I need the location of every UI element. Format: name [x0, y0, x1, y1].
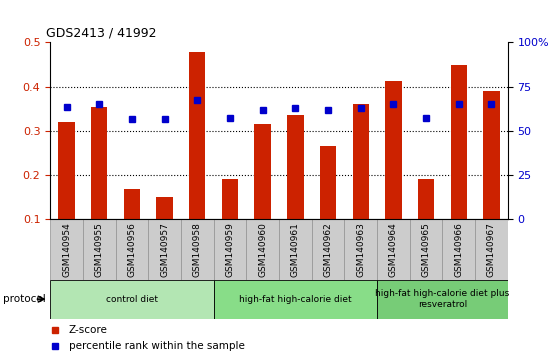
- Text: GSM140963: GSM140963: [356, 222, 365, 278]
- Text: GSM140956: GSM140956: [127, 222, 136, 278]
- Text: GSM140957: GSM140957: [160, 222, 169, 278]
- Bar: [189, 52, 205, 219]
- Bar: [483, 91, 499, 219]
- Bar: [181, 219, 214, 280]
- Bar: [418, 179, 434, 219]
- Text: high-fat high-calorie diet: high-fat high-calorie diet: [239, 295, 352, 304]
- Bar: [377, 219, 410, 280]
- FancyBboxPatch shape: [377, 280, 508, 319]
- Bar: [451, 65, 467, 219]
- Bar: [320, 145, 336, 219]
- Bar: [50, 219, 508, 280]
- Bar: [353, 104, 369, 219]
- Bar: [254, 124, 271, 219]
- Text: GSM140962: GSM140962: [324, 222, 333, 277]
- Text: Z-score: Z-score: [69, 325, 107, 335]
- Text: control diet: control diet: [106, 295, 158, 304]
- Text: protocol: protocol: [3, 294, 46, 304]
- Bar: [124, 188, 140, 219]
- Bar: [59, 122, 75, 219]
- Text: GSM140960: GSM140960: [258, 222, 267, 278]
- Text: GSM140955: GSM140955: [95, 222, 104, 278]
- Bar: [312, 219, 344, 280]
- Bar: [246, 219, 279, 280]
- Bar: [222, 179, 238, 219]
- Bar: [385, 81, 402, 219]
- Bar: [344, 219, 377, 280]
- Bar: [279, 219, 312, 280]
- Bar: [116, 219, 148, 280]
- FancyBboxPatch shape: [50, 280, 214, 319]
- Bar: [91, 107, 107, 219]
- Bar: [156, 198, 173, 219]
- Text: high-fat high-calorie diet plus
resveratrol: high-fat high-calorie diet plus resverat…: [376, 290, 509, 309]
- Text: GSM140954: GSM140954: [62, 222, 71, 277]
- Text: GSM140964: GSM140964: [389, 222, 398, 277]
- Bar: [148, 219, 181, 280]
- Text: GSM140959: GSM140959: [225, 222, 234, 278]
- Bar: [475, 219, 508, 280]
- Text: GDS2413 / 41992: GDS2413 / 41992: [46, 27, 156, 40]
- Bar: [410, 219, 442, 280]
- Text: GSM140967: GSM140967: [487, 222, 496, 278]
- Text: GSM140965: GSM140965: [422, 222, 431, 278]
- Bar: [83, 219, 116, 280]
- Bar: [287, 115, 304, 219]
- Bar: [214, 219, 246, 280]
- FancyBboxPatch shape: [214, 280, 377, 319]
- Text: GSM140961: GSM140961: [291, 222, 300, 278]
- Bar: [50, 219, 83, 280]
- Bar: [442, 219, 475, 280]
- Text: GSM140958: GSM140958: [193, 222, 202, 278]
- Text: GSM140966: GSM140966: [454, 222, 463, 278]
- Text: percentile rank within the sample: percentile rank within the sample: [69, 341, 244, 351]
